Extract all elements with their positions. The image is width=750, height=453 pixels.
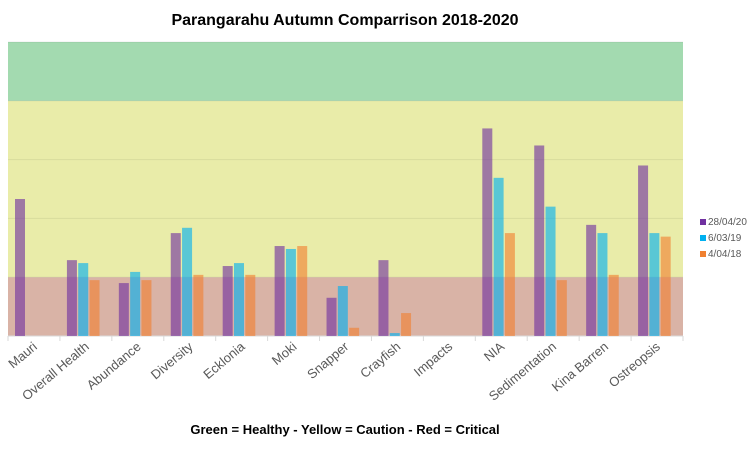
- category-label: Ostreopsis: [606, 338, 664, 390]
- category-label: Diversity: [148, 338, 196, 382]
- bar-6/03/19: [182, 227, 193, 336]
- bar-28/04/20: [326, 297, 337, 336]
- bar-28/04/20: [15, 198, 25, 336]
- category-label: Mauri: [5, 339, 40, 371]
- bar-4/04/18: [401, 313, 412, 336]
- category-label: Moki: [269, 339, 300, 368]
- bar-28/04/20: [66, 260, 77, 336]
- bar-6/03/19: [389, 333, 400, 336]
- bar-28/04/20: [638, 165, 649, 336]
- category-label: Abundance: [84, 339, 144, 393]
- bar-28/04/20: [170, 233, 181, 336]
- chart-title: Parangarahu Autumn Comparrison 2018-2020: [171, 12, 518, 29]
- bar-4/04/18: [660, 236, 671, 336]
- legend-label: 6/03/19: [708, 233, 742, 244]
- bar-28/04/20: [222, 266, 233, 336]
- chart-footer: Green = Healthy - Yellow = Caution - Red…: [190, 422, 499, 437]
- legend-swatch: [700, 251, 706, 257]
- category-label: NIA: [481, 339, 507, 365]
- category-label: Crayfish: [357, 339, 403, 381]
- bar-6/03/19: [337, 286, 348, 336]
- bar-6/03/19: [493, 177, 504, 336]
- bar-6/03/19: [649, 233, 660, 336]
- band-healthy: [8, 42, 683, 101]
- bar-6/03/19: [597, 233, 608, 336]
- legend-label: 4/04/18: [708, 249, 742, 260]
- bar-4/04/18: [608, 274, 619, 336]
- band-caution: [8, 100, 683, 278]
- gridlines: [8, 41, 683, 337]
- bar-28/04/20: [534, 145, 545, 336]
- bar-4/04/18: [89, 280, 100, 336]
- legend-swatch: [700, 235, 706, 241]
- bar-28/04/20: [274, 246, 285, 336]
- bar-4/04/18: [556, 280, 567, 336]
- legend-swatch: [700, 219, 706, 225]
- bar-6/03/19: [233, 263, 244, 336]
- bar-4/04/18: [349, 327, 360, 336]
- bar-28/04/20: [586, 224, 597, 336]
- legend-label: 28/04/20: [708, 217, 747, 228]
- x-axis: [7, 336, 684, 341]
- bar-6/03/19: [78, 263, 89, 336]
- bar-4/04/18: [141, 280, 152, 336]
- category-label: Kina Barren: [549, 339, 611, 395]
- category-label: Snapper: [304, 338, 352, 382]
- bar-6/03/19: [130, 271, 141, 336]
- bars: [15, 128, 671, 336]
- bar-4/04/18: [245, 274, 256, 336]
- bar-28/04/20: [118, 283, 129, 336]
- bar-4/04/18: [504, 233, 515, 336]
- category-label: Ecklonia: [200, 338, 248, 382]
- bar-28/04/20: [378, 260, 389, 336]
- bar-6/03/19: [545, 206, 556, 336]
- bar-28/04/20: [482, 128, 493, 336]
- bar-4/04/18: [193, 274, 204, 336]
- category-label: Impacts: [411, 338, 456, 379]
- bar-4/04/18: [297, 246, 308, 336]
- legend: 28/04/20 6/03/19 4/04/18: [700, 217, 747, 260]
- bar-6/03/19: [285, 248, 296, 336]
